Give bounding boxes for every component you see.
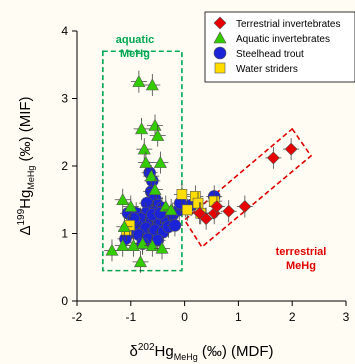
data-point (148, 182, 162, 195)
data-point (176, 189, 188, 200)
data-point (193, 206, 207, 220)
data-point (116, 239, 130, 251)
legend-marker (214, 62, 226, 74)
data-point (133, 255, 147, 268)
y-tick-label: 0 (61, 294, 68, 308)
x-tick-label: 1 (235, 310, 242, 324)
data-point (126, 239, 140, 251)
data-point (284, 142, 298, 156)
terrestrial-label-line: MeHg (286, 260, 316, 272)
data-point (145, 78, 159, 91)
y-tick-label: 3 (61, 92, 68, 106)
data-point (139, 155, 153, 168)
x-tick-label: -2 (72, 310, 83, 324)
data-point (222, 204, 236, 218)
data-point (116, 193, 130, 206)
legend-label: Water striders (236, 64, 298, 75)
axis-labels: δ202HgMeHg (‰) (MDF) Δ199HgMeHg (‰) (MIF) (16, 96, 274, 362)
y-tick-label: 4 (61, 24, 68, 38)
series-triangle (103, 70, 180, 273)
legend-box (204, 11, 355, 83)
data-point (105, 243, 119, 256)
data-point (210, 200, 224, 213)
data-point (181, 204, 193, 216)
legend-marker (213, 31, 227, 44)
data-point (238, 200, 252, 213)
aquatic-label-line: aquatic (116, 34, 155, 46)
data-point (132, 74, 146, 87)
data-point (151, 128, 165, 141)
terrestrial-label-line: terrestrial (276, 246, 327, 258)
data-point (153, 155, 167, 168)
data-point (164, 203, 178, 216)
data-point (117, 220, 131, 233)
data-point (135, 122, 149, 135)
aquatic-label-line: MeHg (120, 48, 150, 60)
series-diamond (191, 138, 300, 230)
x-tick-label: 2 (289, 310, 296, 324)
data-point (124, 199, 138, 212)
x-tick-label: 0 (181, 310, 188, 324)
x-axis-title: δ202HgMeHg (‰) (MDF) (129, 342, 273, 362)
x-tick-label: 3 (343, 310, 350, 324)
data-points (103, 70, 300, 273)
annotation-layer: aquatic MeHg terrestrial MeHg (102, 34, 327, 272)
legend-marker (213, 16, 227, 30)
legend-marker (213, 46, 227, 60)
axes: -2 -1 0 1 2 3 0 1 2 3 4 (61, 24, 349, 324)
data-point (137, 142, 151, 155)
legend-label: Terrestrial invertebrates (236, 19, 340, 30)
data-point (192, 197, 204, 209)
y-axis-title: Δ199HgMeHg (‰) (MIF) (16, 96, 36, 235)
data-point (168, 219, 182, 232)
aquatic-region-box (102, 50, 183, 272)
data-point (148, 118, 162, 131)
x-tick-label: -1 (125, 310, 136, 324)
y-tick-label: 2 (61, 159, 68, 173)
data-point (144, 169, 158, 182)
data-point (155, 241, 169, 254)
legend: Terrestrial invertebrates Aquatic inverte… (204, 11, 355, 83)
data-point (145, 239, 159, 251)
legend-label: Steelhead trout (236, 49, 304, 60)
y-tick-label: 1 (61, 227, 68, 241)
legend-label: Aquatic invertebrates (236, 34, 330, 45)
data-point (266, 151, 280, 165)
